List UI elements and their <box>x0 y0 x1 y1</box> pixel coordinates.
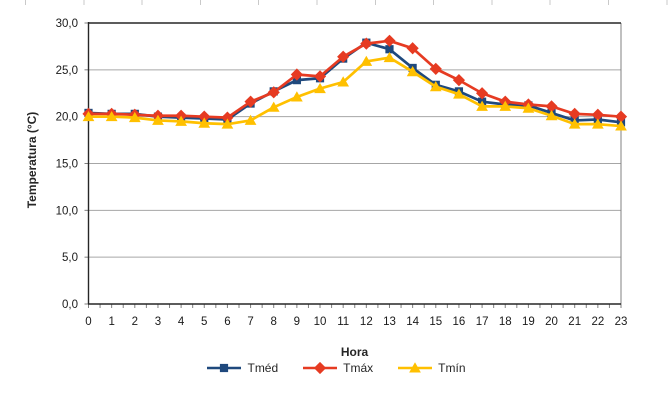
marker-triangle <box>406 66 419 77</box>
legend-item-tmin[interactable]: Tmín <box>397 361 466 375</box>
legend-item-tmax[interactable]: Tmáx <box>302 361 373 375</box>
x-tick-label: 0 <box>85 316 91 328</box>
y-tick-label: 0,0 <box>62 299 78 311</box>
x-tick-label: 14 <box>406 316 419 328</box>
marker-diamond <box>475 87 489 100</box>
marker-triangle <box>128 111 141 123</box>
x-tick-label: 3 <box>155 316 161 328</box>
legend-label: Tmáx <box>343 361 374 375</box>
x-tick-label: 1 <box>108 316 114 328</box>
marker-triangle <box>453 88 465 99</box>
y-tick-label: 10,0 <box>56 205 78 217</box>
x-tick-label: 20 <box>545 316 558 328</box>
marker-diamond <box>314 362 327 374</box>
x-tick-label: 22 <box>591 316 604 328</box>
legend-triangle-icon <box>398 362 433 373</box>
marker-triangle <box>291 91 303 102</box>
marker-diamond <box>360 37 373 50</box>
x-tick-label: 4 <box>178 316 185 328</box>
marker-triangle <box>568 118 581 129</box>
legend-item-tmed[interactable]: Tméd <box>206 361 278 375</box>
x-tick-label: 5 <box>201 316 207 328</box>
x-tick-label: 23 <box>615 316 628 328</box>
marker-triangle <box>429 80 442 92</box>
x-axis-title: Hora <box>340 345 369 359</box>
marker-diamond <box>290 68 303 81</box>
marker-diamond <box>337 50 350 63</box>
marker-triangle <box>175 115 187 126</box>
marker-diamond <box>313 70 327 83</box>
marker-triangle <box>314 82 326 94</box>
marker-triangle <box>476 100 488 111</box>
y-tick-label: 30,0 <box>56 18 78 30</box>
marker-triangle <box>545 110 558 121</box>
marker-diamond <box>429 62 442 76</box>
x-tick-label: 21 <box>568 316 581 328</box>
y-tick-label: 25,0 <box>56 65 78 77</box>
marker-triangle <box>105 110 118 122</box>
x-tick-label: 19 <box>522 316 535 328</box>
marker-triangle <box>267 101 280 112</box>
marker-triangle <box>409 362 422 373</box>
x-tick-label: 2 <box>132 316 138 328</box>
marker-triangle <box>337 76 350 87</box>
x-tick-label: 12 <box>360 316 373 328</box>
x-tick-label: 13 <box>383 316 396 328</box>
x-tick-label: 9 <box>294 316 300 328</box>
x-tick-label: 16 <box>453 316 466 328</box>
x-tick-label: 11 <box>337 316 349 328</box>
x-tick-label: 7 <box>247 316 253 328</box>
marker-triangle <box>198 117 211 128</box>
marker-triangle <box>499 100 512 111</box>
marker-diamond <box>267 86 280 99</box>
marker-triangle <box>221 118 234 129</box>
series-tmax[interactable] <box>82 34 628 124</box>
y-tick-label: 20,0 <box>56 112 78 124</box>
x-tick-label: 15 <box>429 316 442 328</box>
legend-diamond-icon <box>303 362 338 374</box>
marker-triangle <box>82 110 95 122</box>
x-tick-label: 8 <box>271 316 277 328</box>
y-tick-label: 15,0 <box>56 159 78 171</box>
chart-legend: Tméd Tmáx Tmín <box>0 361 672 375</box>
marker-diamond <box>244 95 257 108</box>
marker-triangle <box>360 55 373 66</box>
legend-label: Tmín <box>438 361 466 375</box>
marker-diamond <box>406 42 419 55</box>
spreadsheet-column-gridlines <box>0 0 672 5</box>
marker-diamond <box>383 34 396 47</box>
marker-triangle <box>244 114 257 125</box>
marker-square <box>220 363 229 373</box>
marker-triangle <box>591 118 604 129</box>
marker-triangle <box>522 102 535 113</box>
x-tick-label: 17 <box>476 316 489 328</box>
legend-square-icon <box>207 363 242 373</box>
x-tick-label: 18 <box>499 316 512 328</box>
y-axis-title: Temperatura (°C) <box>25 111 39 209</box>
marker-triangle <box>152 114 164 125</box>
series-tmin[interactable] <box>82 51 627 131</box>
marker-diamond <box>452 74 466 87</box>
x-tick-label: 6 <box>224 316 230 328</box>
marker-triangle <box>615 120 627 131</box>
marker-triangle <box>383 51 396 63</box>
y-tick-label: 5,0 <box>62 252 78 264</box>
x-tick-label: 10 <box>314 316 327 328</box>
legend-label: Tméd <box>247 361 279 375</box>
